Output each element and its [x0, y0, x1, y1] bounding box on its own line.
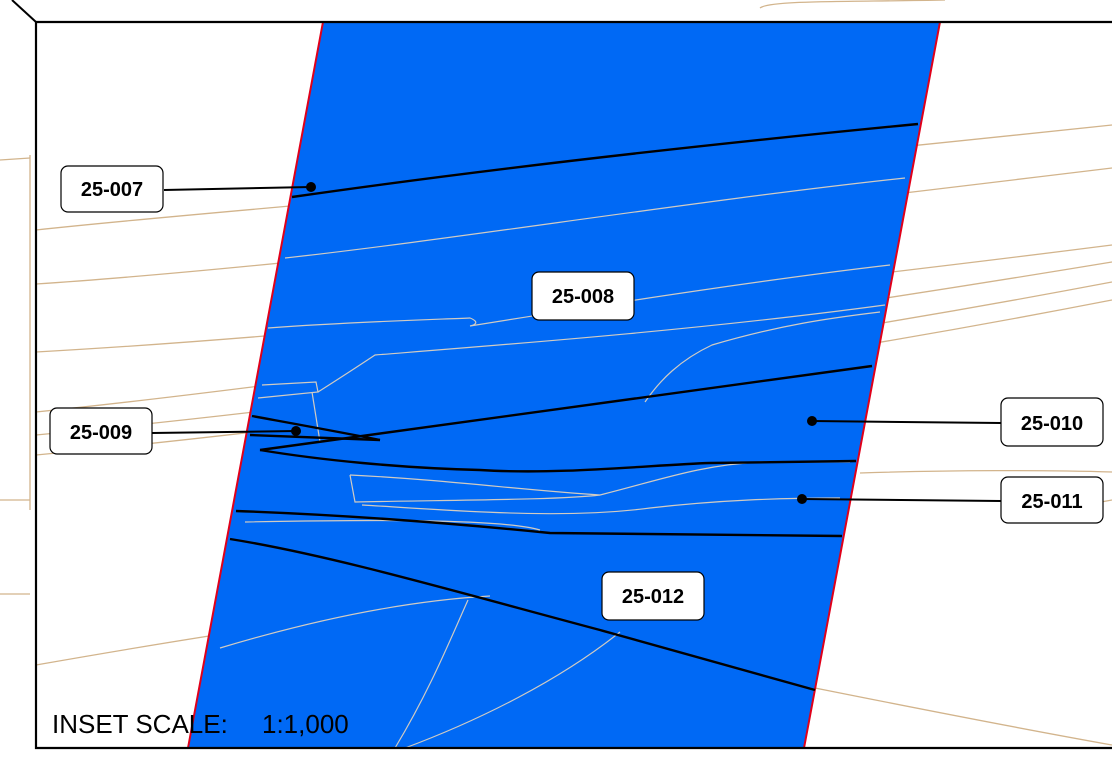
parcel-label-text: 25-007: [81, 179, 143, 201]
parcel-label-25-011[interactable]: 25-011: [1000, 476, 1104, 524]
parcel-label-25-012[interactable]: 25-012: [601, 571, 705, 621]
leader-lines: [151, 186, 1002, 502]
parcel-label-text: 25-008: [552, 286, 614, 308]
lot-lines: [229, 122, 919, 692]
parcel-label-25-009[interactable]: 25-009: [49, 407, 153, 455]
inset-scale-prefix: INSET SCALE:: [52, 709, 228, 739]
sheet-corner-line: [11, 0, 37, 23]
parcel-label-text: 25-011: [1021, 491, 1082, 513]
parcel-label-25-007[interactable]: 25-007: [60, 165, 164, 213]
parcel-label-25-008[interactable]: 25-008: [531, 271, 635, 321]
parcel-label-text: 25-010: [1021, 413, 1083, 435]
leader-dots: [291, 182, 817, 504]
inset-frame: [34, 22, 1112, 750]
parcel-label-text: 25-012: [622, 586, 684, 608]
parcel-label-text: 25-009: [70, 422, 132, 444]
parcel-label-25-010[interactable]: 25-010: [1000, 397, 1104, 447]
inset-scale-label: INSET SCALE: 1:1,000: [52, 709, 349, 739]
parcel-area: [186, 21, 942, 749]
inset-scale-value: 1:1,000: [262, 709, 349, 739]
